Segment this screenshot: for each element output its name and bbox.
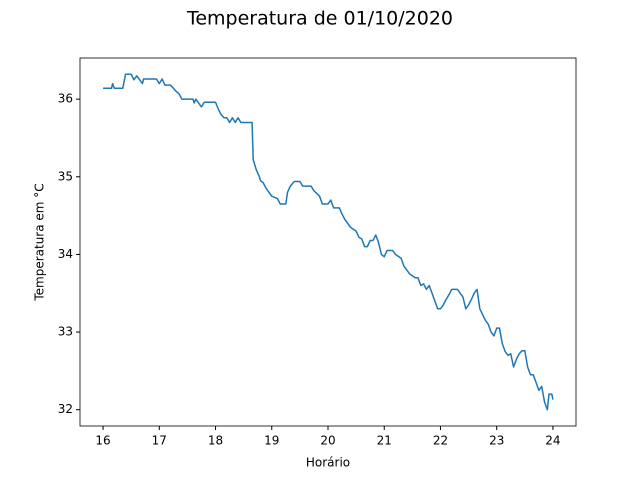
y-tick-label: 33 bbox=[58, 325, 73, 339]
x-tick-label: 23 bbox=[489, 434, 504, 448]
plot-frame bbox=[79, 57, 577, 427]
x-tick-label: 17 bbox=[152, 434, 167, 448]
x-tick-label: 22 bbox=[433, 434, 448, 448]
x-tick-label: 19 bbox=[264, 434, 279, 448]
y-tick-label: 36 bbox=[58, 92, 73, 106]
x-tick-label: 20 bbox=[320, 434, 335, 448]
chart-title: Temperatura de 01/10/2020 bbox=[186, 8, 453, 30]
y-axis-label: Temperatura em °C bbox=[33, 183, 47, 301]
x-tick-label: 24 bbox=[545, 434, 560, 448]
y-tick-label: 34 bbox=[58, 247, 73, 261]
y-tick-label: 35 bbox=[58, 169, 73, 183]
x-tick-label: 18 bbox=[208, 434, 223, 448]
x-tick-label: 16 bbox=[95, 434, 110, 448]
y-tick-label: 32 bbox=[58, 402, 73, 416]
x-axis-label: Horário bbox=[306, 456, 350, 470]
x-tick-label: 21 bbox=[377, 434, 392, 448]
line bbox=[103, 73, 554, 411]
